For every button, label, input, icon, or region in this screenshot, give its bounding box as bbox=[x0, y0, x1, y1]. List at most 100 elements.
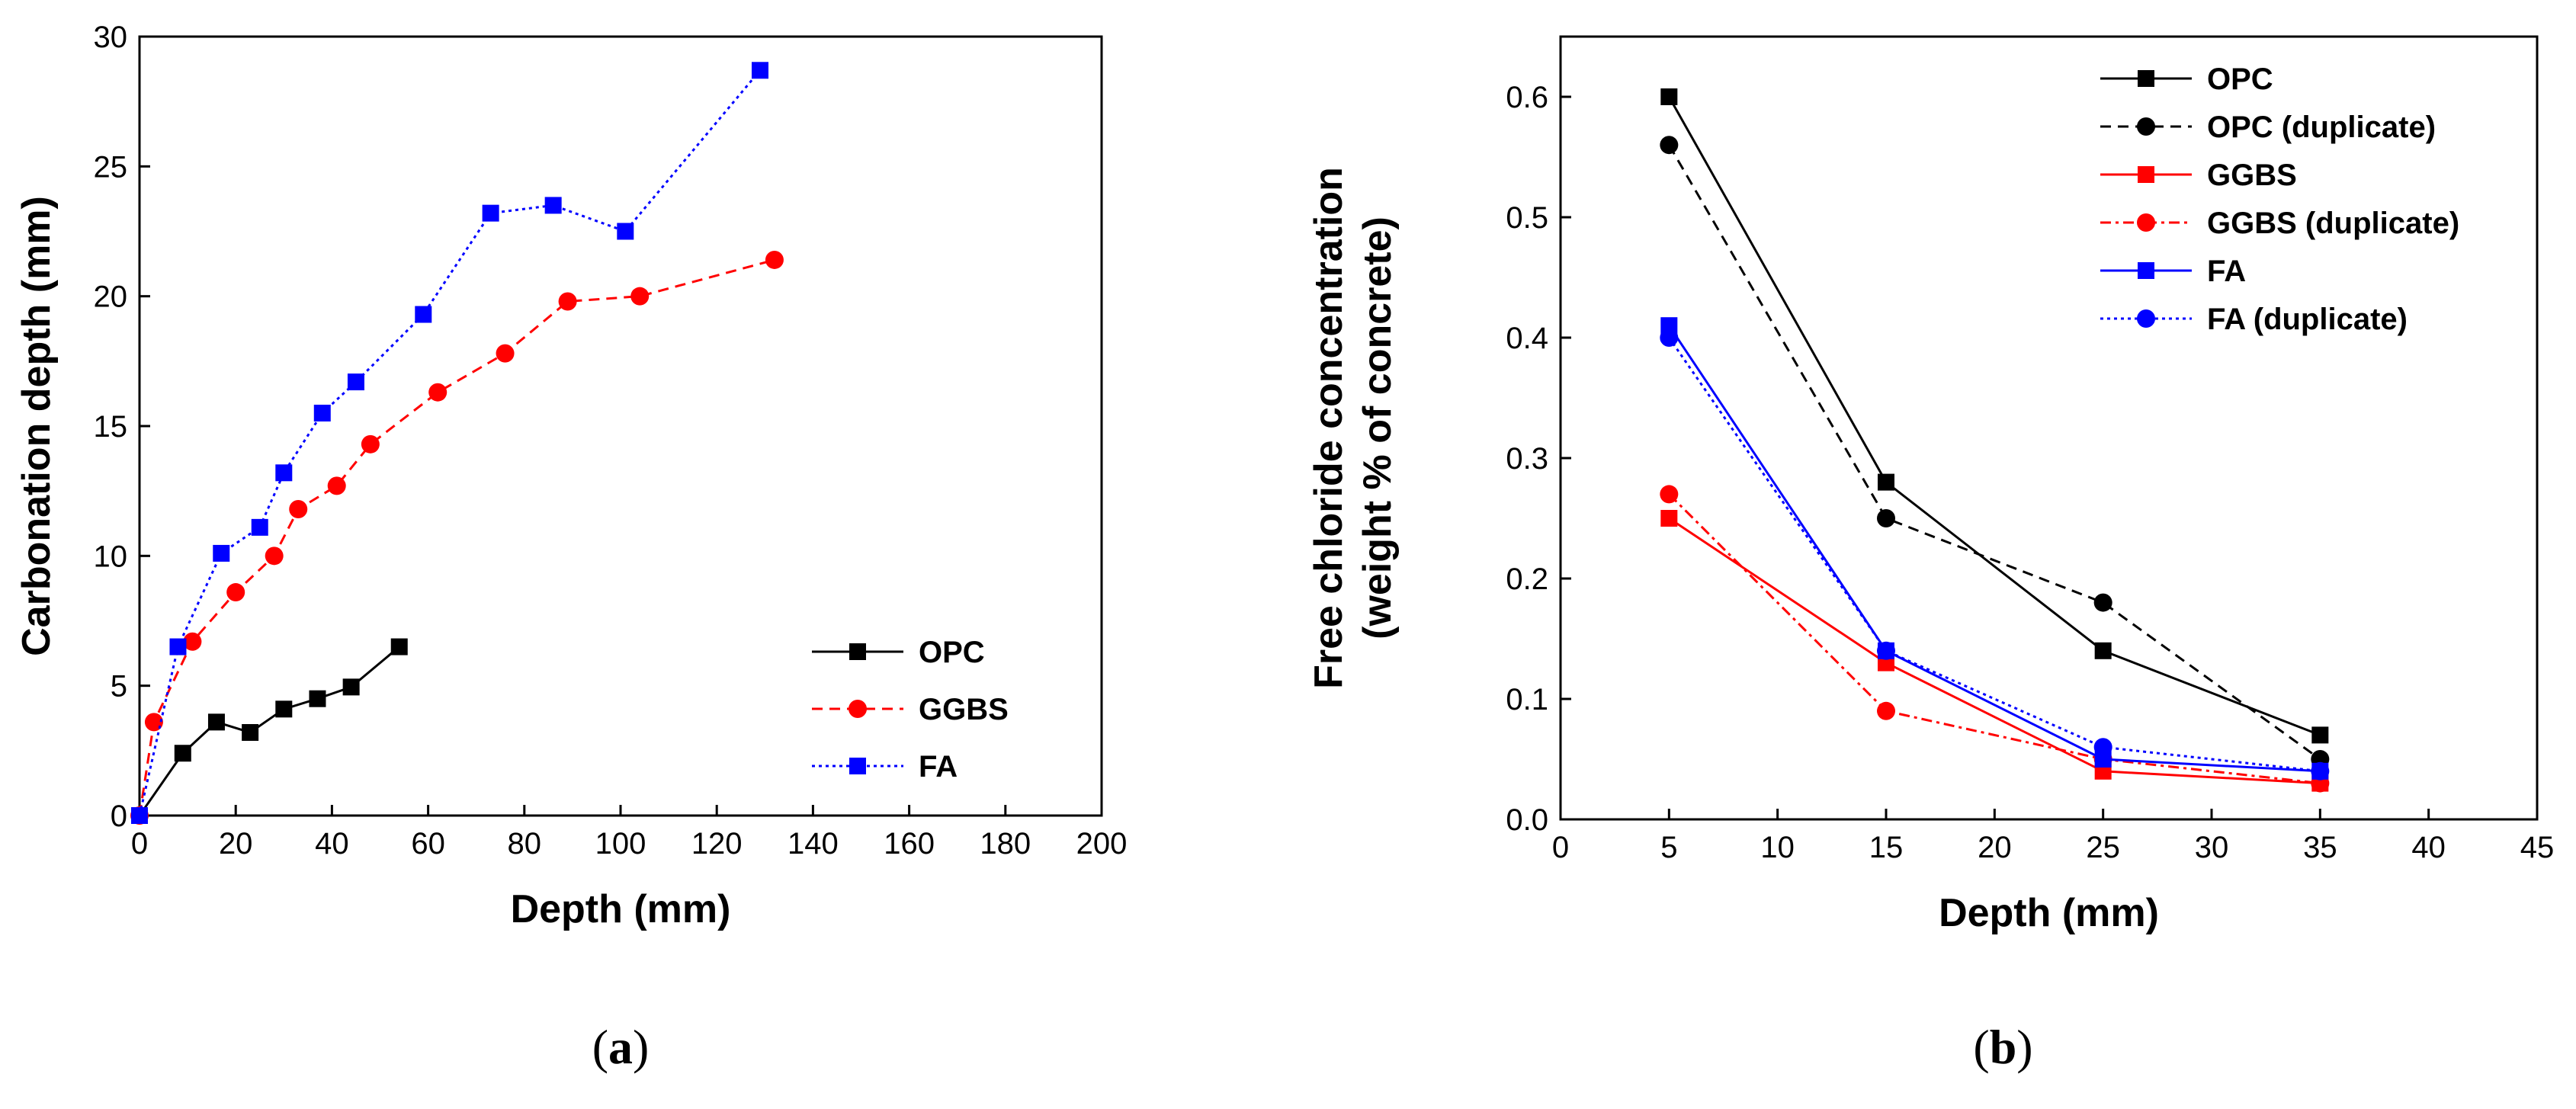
y-tick-label: 0.4 bbox=[1506, 322, 1548, 355]
data-point bbox=[213, 544, 230, 562]
data-point bbox=[415, 306, 432, 323]
panel-caption: (b) bbox=[1973, 1020, 2032, 1074]
x-tick-label: 45 bbox=[2520, 831, 2555, 864]
legend-label: OPC bbox=[919, 636, 985, 669]
data-point bbox=[1877, 701, 1895, 720]
data-point bbox=[2093, 593, 2112, 612]
legend: OPC GGBS FA bbox=[812, 636, 1009, 784]
x-tick-label: 200 bbox=[1076, 827, 1128, 861]
legend-label: FA (duplicate) bbox=[2207, 303, 2408, 336]
data-point bbox=[207, 713, 225, 731]
y-tick-label: 0.1 bbox=[1506, 683, 1548, 716]
legend-marker bbox=[2138, 166, 2154, 183]
y-tick-label: 0.6 bbox=[1506, 81, 1548, 114]
series-line bbox=[1668, 337, 2321, 773]
legend-marker bbox=[2137, 117, 2155, 136]
series-line bbox=[1668, 517, 2321, 785]
x-tick-label: 0 bbox=[1552, 831, 1569, 864]
x-axis-label: Depth (mm) bbox=[511, 887, 731, 931]
series-fa-duplicate bbox=[1660, 329, 2330, 780]
x-tick-label: 40 bbox=[315, 827, 349, 861]
series-fa bbox=[131, 62, 768, 824]
data-point bbox=[765, 250, 784, 269]
series-line bbox=[138, 69, 762, 816]
x-tick-label: 15 bbox=[1869, 831, 1904, 864]
y-tick-label: 5 bbox=[111, 670, 127, 704]
legend-marker bbox=[2137, 309, 2155, 328]
data-point bbox=[1877, 641, 1895, 660]
series-ggbs-duplicate bbox=[1660, 485, 2330, 793]
data-point bbox=[1878, 473, 1894, 491]
x-tick-label: 10 bbox=[1760, 831, 1795, 864]
data-point bbox=[496, 344, 515, 363]
data-point bbox=[183, 632, 202, 651]
y-tick-label: 0.5 bbox=[1506, 201, 1548, 235]
data-point bbox=[327, 476, 346, 495]
y-axis-label: (weight % of concrete) bbox=[1355, 216, 1400, 639]
data-point bbox=[1660, 485, 1679, 504]
x-tick-label: 100 bbox=[595, 827, 646, 861]
x-axis-label: Depth (mm) bbox=[1939, 891, 2159, 935]
data-point bbox=[265, 546, 284, 566]
data-point bbox=[275, 464, 293, 482]
data-point bbox=[482, 204, 499, 222]
series-line bbox=[1668, 144, 2321, 761]
legend-marker bbox=[2138, 262, 2154, 279]
x-tick-label: 140 bbox=[788, 827, 839, 861]
x-tick-label: 20 bbox=[1978, 831, 2012, 864]
y-tick-label: 0.3 bbox=[1506, 442, 1548, 476]
x-tick-label: 60 bbox=[411, 827, 445, 861]
data-point bbox=[1660, 88, 1678, 105]
x-tick-label: 0 bbox=[131, 827, 148, 861]
data-point bbox=[169, 638, 187, 655]
y-tick-label: 0 bbox=[111, 800, 127, 833]
legend-label: FA bbox=[2207, 255, 2246, 288]
legend-label: OPC (duplicate) bbox=[2207, 111, 2436, 144]
data-point bbox=[313, 404, 331, 421]
x-tick-label: 35 bbox=[2303, 831, 2337, 864]
legend-label: FA bbox=[919, 750, 958, 784]
y-tick-label: 0.0 bbox=[1506, 803, 1548, 837]
data-point bbox=[144, 713, 163, 732]
data-point bbox=[361, 434, 380, 454]
data-point bbox=[342, 678, 360, 696]
data-point bbox=[2093, 738, 2112, 757]
caption-letter: a bbox=[608, 1020, 633, 1074]
x-tick-label: 120 bbox=[691, 827, 743, 861]
data-point bbox=[630, 287, 650, 306]
data-point bbox=[131, 807, 148, 824]
data-point bbox=[1877, 509, 1895, 527]
data-point bbox=[558, 292, 577, 311]
y-tick-label: 0.2 bbox=[1506, 563, 1548, 596]
data-point bbox=[544, 197, 562, 214]
y-tick-label: 30 bbox=[94, 21, 128, 54]
data-point bbox=[1660, 329, 1679, 347]
data-point bbox=[2094, 642, 2112, 659]
legend-marker bbox=[849, 643, 866, 660]
data-point bbox=[617, 223, 634, 240]
legend: OPC OPC (duplicate) GGBS GGBS (duplicate) FA… bbox=[2100, 63, 2459, 336]
data-point bbox=[174, 745, 191, 762]
x-tick-label: 160 bbox=[884, 827, 935, 861]
series-fa bbox=[1660, 317, 2329, 780]
series-line bbox=[1668, 493, 2321, 785]
data-point bbox=[1660, 136, 1679, 155]
data-point bbox=[2311, 726, 2329, 744]
legend-marker bbox=[2138, 70, 2154, 87]
caption-letter: b bbox=[1990, 1020, 2017, 1074]
panel-b: 0 5 10 15 20 25 30 35 40 45 0.0 0.1 0.2 0.3 0.4 0.5 0.6 D… bbox=[1307, 35, 2555, 1074]
x-tick-label: 30 bbox=[2195, 831, 2229, 864]
data-point bbox=[1660, 510, 1678, 527]
data-point bbox=[242, 723, 259, 741]
data-point bbox=[390, 638, 408, 655]
data-point bbox=[428, 383, 448, 402]
x-tick-label: 80 bbox=[508, 827, 542, 861]
y-tick-label: 15 bbox=[94, 410, 128, 444]
series-line bbox=[1668, 96, 2321, 736]
legend-marker bbox=[849, 758, 866, 774]
x-tick-label: 20 bbox=[219, 827, 253, 861]
legend-label: OPC bbox=[2207, 63, 2273, 96]
panel-a: 0 20 40 60 80 100 120 140 160 180 200 0 5 10 15 20 25 30 D… bbox=[14, 21, 1127, 1074]
x-tick-label: 40 bbox=[2411, 831, 2446, 864]
